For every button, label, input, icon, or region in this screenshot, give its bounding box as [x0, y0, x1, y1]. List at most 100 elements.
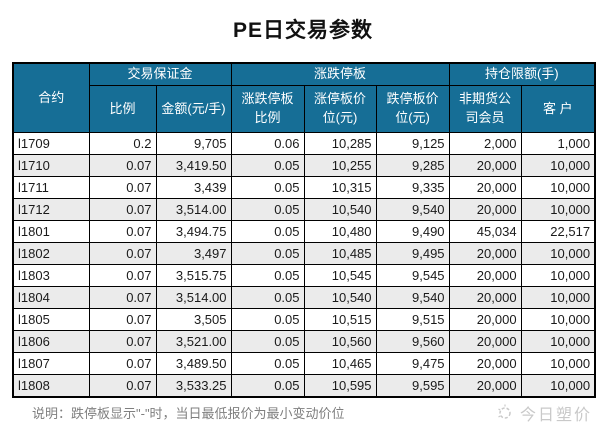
value-cell: 20,000	[448, 330, 522, 353]
header-upper-limit-price: 涨停板价位(元)	[303, 85, 377, 133]
value-cell: 9,540	[375, 198, 450, 221]
value-cell: 10,000	[520, 154, 596, 177]
value-cell: 10,000	[520, 198, 596, 221]
contract-cell: l1801	[12, 220, 90, 243]
value-cell: 0.07	[88, 352, 157, 375]
value-cell: 20,000	[448, 352, 522, 375]
header-lower-limit-price: 跌停板价位(元)	[375, 85, 450, 133]
value-cell: 10,515	[303, 308, 377, 331]
value-cell: 9,125	[375, 132, 450, 155]
value-cell: 9,545	[375, 264, 450, 287]
value-cell: 45,034	[448, 220, 522, 243]
contract-cell: l1808	[12, 374, 90, 397]
value-cell: 20,000	[448, 264, 522, 287]
table-row: l1801 0.07 3,494.75 0.05 10,480 9,490 45,034 22…	[12, 220, 596, 243]
value-cell: 10,560	[303, 330, 377, 353]
value-cell: 0.07	[88, 198, 157, 221]
table-row: l1803 0.07 3,515.75 0.05 10,545 9,545 20,000 10…	[12, 264, 596, 287]
value-cell: 20,000	[448, 308, 522, 331]
table-row: l1805 0.07 3,505 0.05 10,515 9,515 20,000 10,00…	[12, 308, 596, 331]
value-cell: 10,000	[520, 286, 596, 309]
value-cell: 0.07	[88, 264, 157, 287]
value-cell: 10,465	[303, 352, 377, 375]
value-cell: 10,000	[520, 176, 596, 199]
table-row: l1710 0.07 3,419.50 0.05 10,255 9,285 20,000 10…	[12, 154, 596, 177]
sun-logo-icon	[496, 404, 514, 422]
value-cell: 9,515	[375, 308, 450, 331]
value-cell: 9,540	[375, 286, 450, 309]
value-cell: 0.05	[230, 154, 305, 177]
value-cell: 0.06	[230, 132, 305, 155]
value-cell: 10,000	[520, 352, 596, 375]
contract-cell: l1803	[12, 264, 90, 287]
value-cell: 0.07	[88, 154, 157, 177]
table-row: l1711 0.07 3,439 0.05 10,315 9,335 20,000 10,00…	[12, 176, 596, 199]
value-cell: 10,545	[303, 264, 377, 287]
value-cell: 9,560	[375, 330, 450, 353]
value-cell: 3,533.25	[155, 374, 232, 397]
value-cell: 10,485	[303, 242, 377, 265]
contract-cell: l1802	[12, 242, 90, 265]
header-margin-ratio: 比例	[88, 85, 157, 133]
value-cell: 9,475	[375, 352, 450, 375]
table-row: l1807 0.07 3,489.50 0.05 10,465 9,475 20,000 10…	[12, 352, 596, 375]
value-cell: 0.05	[230, 308, 305, 331]
value-cell: 20,000	[448, 374, 522, 397]
value-cell: 20,000	[448, 286, 522, 309]
value-cell: 10,000	[520, 374, 596, 397]
value-cell: 9,495	[375, 242, 450, 265]
contract-cell: l1709	[12, 132, 90, 155]
value-cell: 3,514.00	[155, 198, 232, 221]
value-cell: 0.05	[230, 286, 305, 309]
value-cell: 3,497	[155, 242, 232, 265]
value-cell: 0.05	[230, 352, 305, 375]
value-cell: 0.05	[230, 330, 305, 353]
value-cell: 20,000	[448, 242, 522, 265]
value-cell: 10,000	[520, 330, 596, 353]
value-cell: 9,595	[375, 374, 450, 397]
value-cell: 3,489.50	[155, 352, 232, 375]
table-row: l1804 0.07 3,514.00 0.05 10,540 9,540 20,000 10…	[12, 286, 596, 309]
value-cell: 20,000	[448, 154, 522, 177]
header-group-price-limit: 涨跌停板	[230, 62, 450, 86]
value-cell: 0.05	[230, 264, 305, 287]
value-cell: 2,000	[448, 132, 522, 155]
value-cell: 10,255	[303, 154, 377, 177]
value-cell: 0.07	[88, 330, 157, 353]
value-cell: 10,315	[303, 176, 377, 199]
value-cell: 0.05	[230, 220, 305, 243]
value-cell: 0.07	[88, 242, 157, 265]
header-client: 客 户	[520, 85, 596, 133]
table-row: l1712 0.07 3,514.00 0.05 10,540 9,540 20,000 10…	[12, 198, 596, 221]
value-cell: 0.07	[88, 308, 157, 331]
table-row: l1808 0.07 3,533.25 0.05 10,595 9,595 20,000 10…	[12, 374, 596, 397]
value-cell: 10,480	[303, 220, 377, 243]
value-cell: 10,595	[303, 374, 377, 397]
value-cell: 1,000	[520, 132, 596, 155]
value-cell: 3,515.75	[155, 264, 232, 287]
value-cell: 0.05	[230, 242, 305, 265]
value-cell: 3,419.50	[155, 154, 232, 177]
value-cell: 10,540	[303, 198, 377, 221]
value-cell: 9,285	[375, 154, 450, 177]
value-cell: 9,705	[155, 132, 232, 155]
value-cell: 9,335	[375, 176, 450, 199]
trading-parameters-table: 合约 交易保证金 涨跌停板 持仓限额(手) 比例 金额(元/手) 涨跌停板比例 …	[12, 62, 597, 398]
header-margin-amount: 金额(元/手)	[155, 85, 232, 133]
value-cell: 3,494.75	[155, 220, 232, 243]
contract-cell: l1807	[12, 352, 90, 375]
value-cell: 22,517	[520, 220, 596, 243]
table-body: l1709 0.2 9,705 0.06 10,285 9,125 2,000 1,000 l1…	[12, 132, 596, 397]
contract-cell: l1804	[12, 286, 90, 309]
value-cell: 0.05	[230, 374, 305, 397]
value-cell: 0.07	[88, 286, 157, 309]
value-cell: 10,000	[520, 308, 596, 331]
table-header: 合约 交易保证金 涨跌停板 持仓限额(手) 比例 金额(元/手) 涨跌停板比例 …	[12, 62, 596, 133]
value-cell: 10,000	[520, 264, 596, 287]
contract-cell: l1712	[12, 198, 90, 221]
value-cell: 9,490	[375, 220, 450, 243]
table-row: l1802 0.07 3,497 0.05 10,485 9,495 20,000 10,00…	[12, 242, 596, 265]
header-contract: 合约	[12, 62, 90, 133]
contract-cell: l1806	[12, 330, 90, 353]
